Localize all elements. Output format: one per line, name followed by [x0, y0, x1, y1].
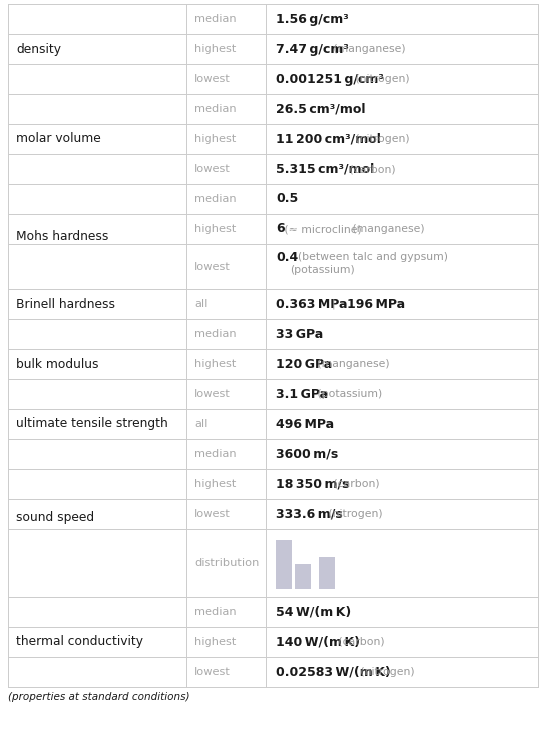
Text: highest: highest [194, 637, 236, 647]
Text: 18 350 m/s: 18 350 m/s [276, 477, 349, 490]
Text: 3.1 GPa: 3.1 GPa [276, 388, 328, 400]
Text: median: median [194, 329, 236, 339]
Text: (carbon): (carbon) [330, 479, 379, 489]
Text: 0.363 MPa: 0.363 MPa [276, 298, 347, 311]
Text: 33 GPa: 33 GPa [276, 328, 323, 341]
Text: (carbon): (carbon) [346, 164, 396, 174]
Text: lowest: lowest [194, 389, 231, 399]
Text: bulk modulus: bulk modulus [16, 358, 98, 370]
Text: 0.5: 0.5 [276, 193, 298, 205]
Text: distribution: distribution [194, 558, 259, 568]
Text: ultimate tensile strength: ultimate tensile strength [16, 418, 168, 430]
Text: (manganese): (manganese) [349, 224, 425, 234]
Text: all: all [194, 299, 207, 309]
Text: sound speed: sound speed [16, 512, 94, 525]
Text: (properties at standard conditions): (properties at standard conditions) [8, 692, 189, 702]
Text: 140 W/(m K): 140 W/(m K) [276, 636, 360, 649]
Text: (between talc and gypsum): (between talc and gypsum) [298, 252, 448, 262]
Text: 6: 6 [276, 223, 284, 235]
Text: highest: highest [194, 479, 236, 489]
Text: lowest: lowest [194, 164, 231, 174]
Bar [319, 557, 335, 589]
Text: 11 200 cm³/mol: 11 200 cm³/mol [276, 133, 381, 145]
Text: lowest: lowest [194, 262, 231, 271]
Text: 496 MPa: 496 MPa [276, 418, 334, 430]
Text: (nitrogen): (nitrogen) [352, 134, 409, 144]
Text: (nitrogen): (nitrogen) [325, 509, 382, 519]
Text: highest: highest [194, 224, 236, 234]
Text: median: median [194, 607, 236, 617]
Text: median: median [194, 14, 236, 24]
Text: (manganese): (manganese) [314, 359, 389, 369]
Text: highest: highest [194, 134, 236, 144]
Text: (potassium): (potassium) [290, 265, 355, 275]
Bar [295, 564, 311, 589]
Text: |: | [325, 299, 342, 309]
Text: 1.56 g/cm³: 1.56 g/cm³ [276, 12, 349, 26]
Text: molar volume: molar volume [16, 133, 101, 145]
Text: highest: highest [194, 44, 236, 54]
Text: lowest: lowest [194, 667, 231, 677]
Text: median: median [194, 104, 236, 114]
Text: 120 GPa: 120 GPa [276, 358, 333, 370]
Text: median: median [194, 194, 236, 204]
Text: 0.02583 W/(m K): 0.02583 W/(m K) [276, 666, 391, 679]
Text: 333.6 m/s: 333.6 m/s [276, 507, 343, 520]
Text: Brinell hardness: Brinell hardness [16, 298, 115, 311]
Text: all: all [194, 419, 207, 429]
Text: 3600 m/s: 3600 m/s [276, 448, 339, 460]
Text: (manganese): (manganese) [330, 44, 406, 54]
Text: thermal conductivity: thermal conductivity [16, 636, 143, 649]
Text: 5.315 cm³/mol: 5.315 cm³/mol [276, 163, 374, 175]
Bar [276, 540, 292, 589]
Text: lowest: lowest [194, 74, 231, 84]
Text: highest: highest [194, 359, 236, 369]
Text: 0.4: 0.4 [276, 251, 298, 264]
Text: Mohs hardness: Mohs hardness [16, 230, 108, 243]
Text: 7.47 g/cm³: 7.47 g/cm³ [276, 43, 349, 56]
Text: 26.5 cm³/mol: 26.5 cm³/mol [276, 103, 365, 116]
Text: (potassium): (potassium) [314, 389, 382, 399]
Text: (nitrogen): (nitrogen) [357, 667, 414, 677]
Text: 54 W/(m K): 54 W/(m K) [276, 605, 351, 619]
Text: density: density [16, 43, 61, 56]
Text: lowest: lowest [194, 509, 231, 519]
Text: (≈ microcline): (≈ microcline) [281, 224, 362, 234]
Text: (carbon): (carbon) [335, 637, 385, 647]
Text: median: median [194, 449, 236, 459]
Text: (nitrogen): (nitrogen) [352, 74, 409, 84]
Text: 196 MPa: 196 MPa [347, 298, 405, 311]
Text: 0.001251 g/cm³: 0.001251 g/cm³ [276, 73, 384, 86]
